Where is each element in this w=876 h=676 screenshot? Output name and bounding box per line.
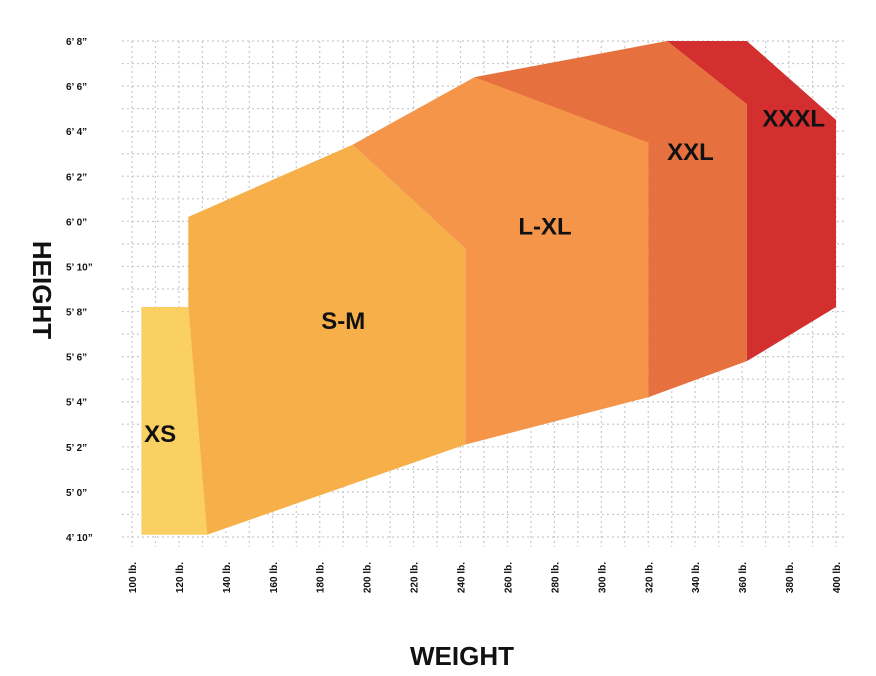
- zone-label-xxl: XXL: [667, 139, 714, 166]
- x-tick-label: 180 lb.: [316, 562, 327, 593]
- zone-l-xl: [352, 77, 649, 445]
- y-tick-label: 6’ 0”: [66, 217, 87, 228]
- x-tick-label: 240 lb.: [457, 562, 468, 593]
- y-tick-label: 5’ 6”: [66, 353, 87, 364]
- x-tick-label: 260 lb.: [503, 562, 514, 593]
- size-zones: XS S-M L-XL XXL XXXL: [141, 41, 836, 535]
- x-tick-label: 400 lb.: [832, 562, 843, 593]
- x-tick-label: 360 lb.: [738, 562, 749, 593]
- zone-xxl: [474, 41, 747, 398]
- y-axis-tick-labels: 4’ 10” 5’ 0” 5’ 2” 5’ 4” 5’ 6” 5’ 8” 5’ 10” 6’ …: [66, 37, 93, 544]
- x-tick-label: 160 lb.: [269, 562, 280, 593]
- zone-xs: [141, 307, 208, 535]
- y-tick-label: 5’ 2”: [66, 443, 87, 454]
- x-tick-label: 100 lb.: [128, 562, 139, 593]
- y-tick-label: 6’ 4”: [66, 127, 87, 138]
- y-tick-label: 4’ 10”: [66, 533, 93, 544]
- x-tick-label: 200 lb.: [363, 562, 374, 593]
- y-tick-label: 5’ 8”: [66, 308, 87, 319]
- zone-s-m: [188, 144, 466, 535]
- zone-label-s-m: S-M: [321, 308, 365, 335]
- x-tick-label: 320 lb.: [644, 562, 655, 593]
- x-tick-label: 120 lb.: [175, 562, 186, 593]
- y-tick-label: 5’ 10”: [66, 262, 93, 273]
- y-tick-label: 6’ 8”: [66, 37, 87, 48]
- x-tick-label: 340 lb.: [691, 562, 702, 593]
- zone-xxxl: [667, 41, 836, 362]
- x-tick-label: 380 lb.: [785, 562, 796, 593]
- zone-label-l-xl: L-XL: [518, 213, 571, 240]
- y-tick-label: 5’ 0”: [66, 488, 87, 499]
- y-tick-label: 5’ 4”: [66, 398, 87, 409]
- x-tick-label: 300 lb.: [597, 562, 608, 593]
- x-axis-tick-labels: 100 lb. 120 lb. 140 lb. 160 lb. 180 lb. 200 l…: [128, 562, 843, 593]
- x-tick-label: 220 lb.: [410, 562, 421, 593]
- x-tick-label: 280 lb.: [550, 562, 561, 593]
- y-tick-label: 6’ 6”: [66, 82, 87, 93]
- y-tick-label: 6’ 2”: [66, 172, 87, 183]
- x-tick-label: 140 lb.: [222, 562, 233, 593]
- y-axis-title: HEIGHT: [27, 241, 57, 339]
- x-axis-title: WEIGHT: [410, 641, 514, 671]
- zone-label-xs: XS: [144, 421, 176, 448]
- zone-label-xxxl: XXXL: [762, 105, 825, 132]
